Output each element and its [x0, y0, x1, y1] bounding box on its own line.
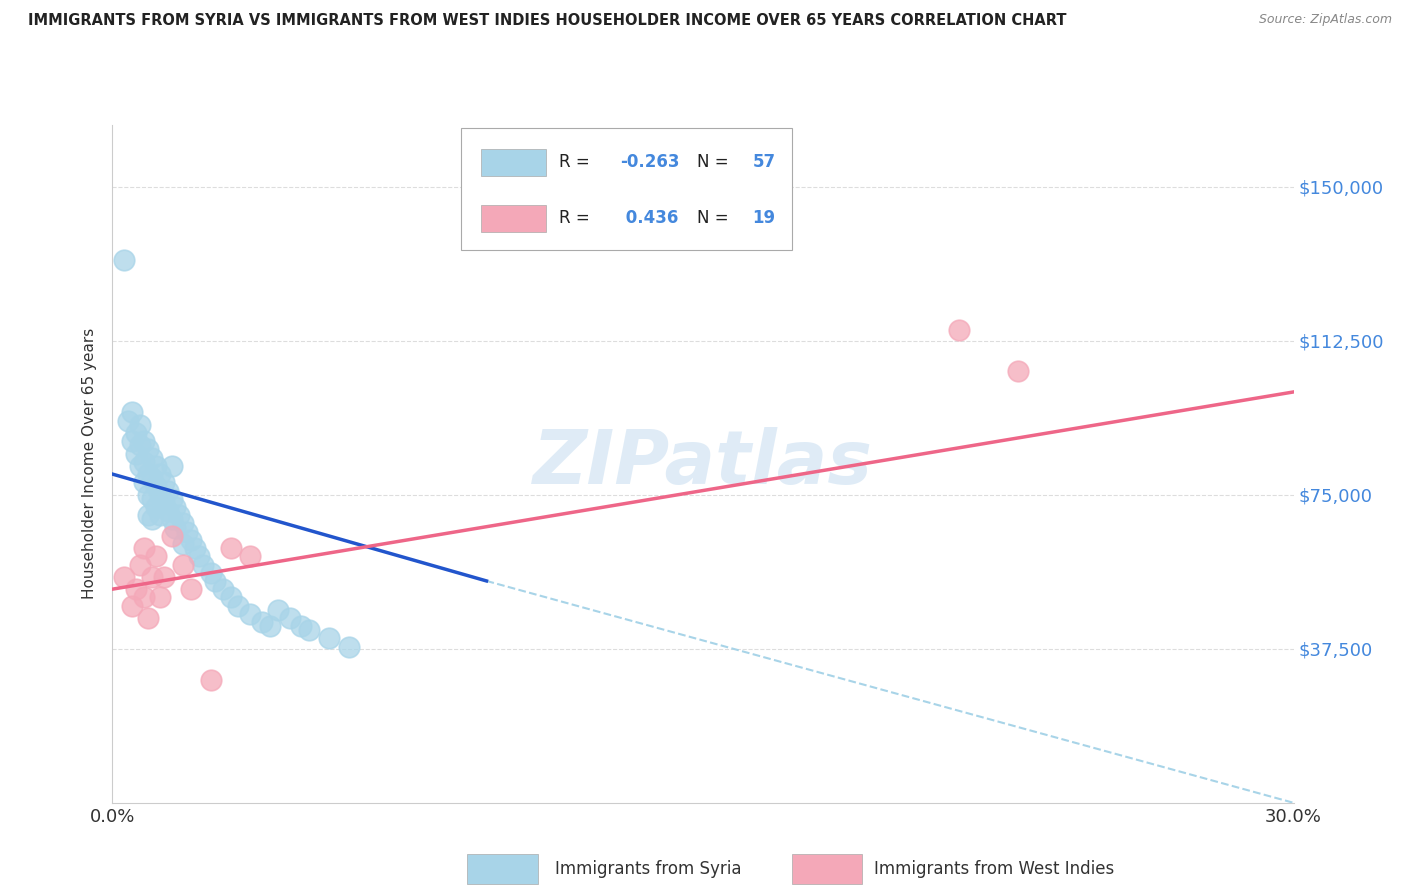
Point	[219, 591, 242, 605]
Point	[141, 570, 163, 584]
FancyBboxPatch shape	[461, 128, 792, 251]
Text: N =: N =	[697, 210, 734, 227]
Point	[200, 673, 222, 687]
Text: -0.263: -0.263	[620, 153, 681, 171]
Point	[278, 611, 301, 625]
Point	[136, 611, 159, 625]
Point	[136, 488, 159, 502]
Text: R =: R =	[560, 210, 595, 227]
Point	[117, 414, 139, 428]
Point	[160, 458, 183, 473]
Point	[259, 619, 281, 633]
Point	[298, 624, 321, 638]
Point	[1007, 364, 1029, 378]
Point	[172, 537, 194, 551]
Point	[180, 533, 202, 547]
Point	[112, 570, 135, 584]
Point	[156, 483, 179, 498]
Point	[169, 508, 191, 523]
Point	[165, 520, 187, 534]
Point	[145, 479, 167, 493]
Point	[136, 508, 159, 523]
Point	[267, 603, 290, 617]
Point	[129, 417, 152, 432]
Point	[219, 541, 242, 555]
Point	[149, 591, 172, 605]
Point	[156, 504, 179, 518]
FancyBboxPatch shape	[792, 854, 862, 884]
Point	[191, 558, 214, 572]
Point	[145, 458, 167, 473]
Point	[239, 607, 262, 621]
Point	[112, 253, 135, 268]
Point	[337, 640, 360, 654]
Point	[290, 619, 312, 633]
FancyBboxPatch shape	[467, 854, 537, 884]
Text: IMMIGRANTS FROM SYRIA VS IMMIGRANTS FROM WEST INDIES HOUSEHOLDER INCOME OVER 65 : IMMIGRANTS FROM SYRIA VS IMMIGRANTS FROM…	[28, 13, 1067, 29]
Point	[176, 524, 198, 539]
Point	[188, 549, 211, 564]
Point	[149, 488, 172, 502]
Y-axis label: Householder Income Over 65 years: Householder Income Over 65 years	[82, 328, 97, 599]
Text: ZIPatlas: ZIPatlas	[533, 427, 873, 500]
FancyBboxPatch shape	[481, 149, 546, 176]
Point	[129, 438, 152, 452]
Text: N =: N =	[697, 153, 734, 171]
Point	[149, 508, 172, 523]
Point	[160, 512, 183, 526]
Point	[129, 458, 152, 473]
Point	[141, 471, 163, 485]
Text: R =: R =	[560, 153, 595, 171]
Point	[121, 434, 143, 449]
Point	[204, 574, 226, 588]
Point	[145, 500, 167, 514]
Point	[141, 491, 163, 506]
Point	[200, 566, 222, 580]
Point	[121, 599, 143, 613]
Text: Immigrants from Syria: Immigrants from Syria	[555, 860, 742, 879]
Text: 0.436: 0.436	[620, 210, 679, 227]
Point	[172, 558, 194, 572]
Point	[125, 425, 148, 440]
Point	[228, 599, 250, 613]
Point	[141, 450, 163, 465]
Point	[141, 512, 163, 526]
Point	[132, 434, 155, 449]
Point	[121, 405, 143, 419]
Point	[136, 467, 159, 482]
Point	[184, 541, 207, 555]
Point	[132, 475, 155, 490]
Point	[129, 558, 152, 572]
Point	[948, 323, 970, 337]
Point	[132, 591, 155, 605]
Point	[160, 529, 183, 543]
Point	[149, 467, 172, 482]
Point	[318, 632, 340, 646]
Point	[165, 500, 187, 514]
Text: Source: ZipAtlas.com: Source: ZipAtlas.com	[1258, 13, 1392, 27]
Point	[152, 570, 174, 584]
Point	[132, 455, 155, 469]
Point	[132, 541, 155, 555]
Point	[125, 582, 148, 596]
Point	[239, 549, 262, 564]
Text: 19: 19	[752, 210, 776, 227]
FancyBboxPatch shape	[481, 205, 546, 232]
Point	[160, 491, 183, 506]
Point	[152, 496, 174, 510]
Point	[172, 516, 194, 531]
Text: Immigrants from West Indies: Immigrants from West Indies	[875, 860, 1115, 879]
Point	[211, 582, 233, 596]
Point	[125, 446, 148, 460]
Point	[180, 582, 202, 596]
Point	[136, 442, 159, 457]
Point	[145, 549, 167, 564]
Text: 57: 57	[752, 153, 776, 171]
Point	[152, 475, 174, 490]
Point	[250, 615, 273, 629]
